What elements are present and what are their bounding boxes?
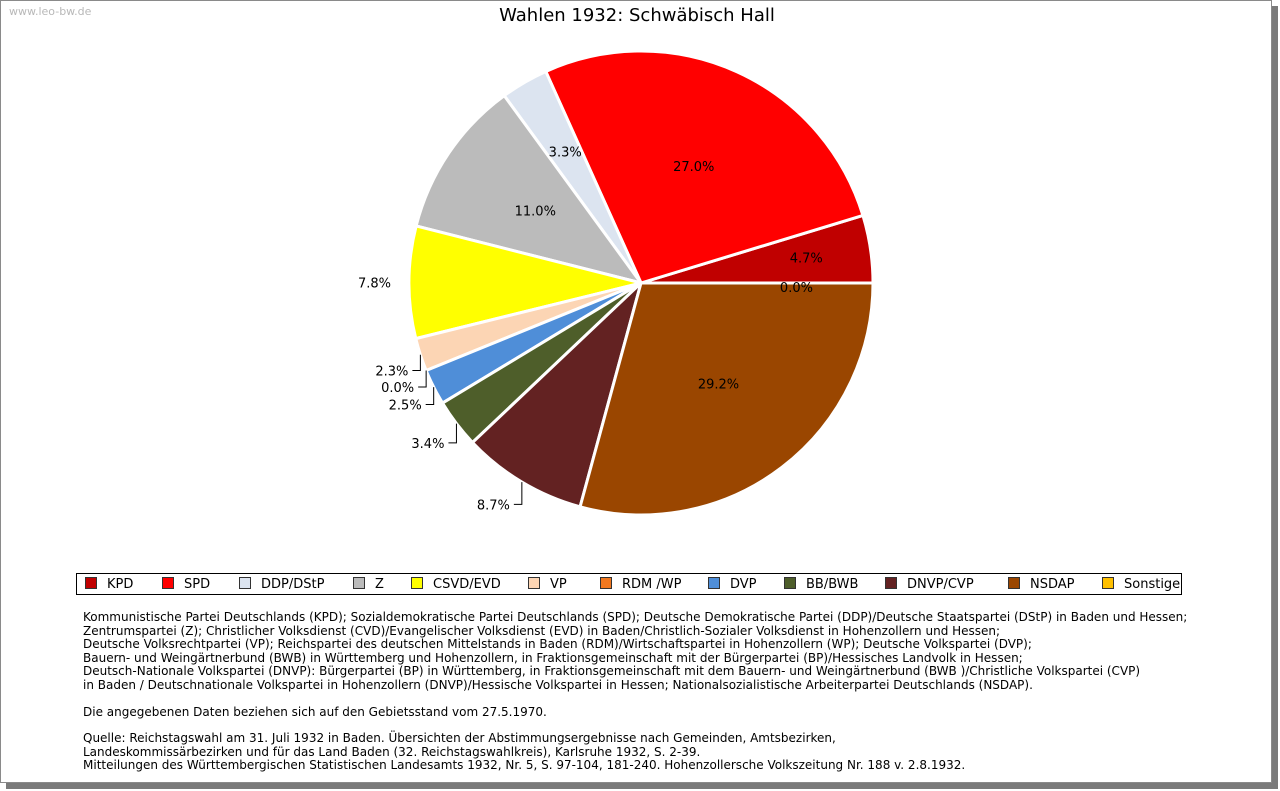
legend-item-csvd-evd: CSVD/EVD	[411, 577, 501, 592]
legend-label-bb-bwb: BB/BWB	[806, 577, 859, 592]
legend-swatch-ddp-dstp	[239, 577, 251, 589]
legend-label-dnvp-cvp: DNVP/CVP	[907, 577, 974, 592]
pie-slice-nsdap	[578, 281, 875, 517]
legend-swatch-kpd	[85, 577, 97, 589]
legend-label-z: Z	[375, 577, 384, 592]
legend-swatch-dnvp-cvp	[885, 577, 897, 589]
chart-title: Wahlen 1932: Schwäbisch Hall	[499, 5, 775, 26]
legend-item-z: Z	[353, 577, 384, 592]
leader-line-rdm-wp	[418, 370, 427, 388]
pie-slice-dnvp-cvp	[471, 281, 643, 509]
leader-line-dnvp-cvp	[513, 482, 523, 505]
legend-swatch-z	[353, 577, 365, 589]
watermark: www.leo-bw.de	[9, 5, 92, 18]
legend-item-ddp-dstp: DDP/DStP	[239, 577, 324, 592]
pie-slice-z	[414, 94, 643, 285]
data-label-nsdap: 29.2%	[698, 377, 739, 392]
legend-item-kpd: KPD	[85, 577, 133, 592]
legend-swatch-csvd-evd	[411, 577, 423, 589]
legend-label-vp: VP	[550, 577, 567, 592]
data-label-bb-bwb: 3.4%	[411, 437, 444, 452]
legend-label-spd: SPD	[184, 577, 211, 592]
leader-line-dvp	[425, 387, 435, 406]
data-label-dvp: 2.5%	[389, 399, 422, 414]
legend-item-vp: VP	[528, 577, 567, 592]
data-label-kpd: 4.7%	[790, 251, 823, 266]
legend-item-spd: SPD	[162, 577, 210, 592]
legend-item-dnvp-cvp: DNVP/CVP	[885, 577, 974, 592]
pie-chart: 4.7% 27.0% 3.3% 11.0% 29.2% 0.0% 7.8% 2.3% 0.0% 2…	[358, 49, 875, 517]
legend-label-dvp: DVP	[730, 577, 757, 592]
pie-slice-csvd-evd	[407, 224, 643, 341]
legend-swatch-nsdap	[1008, 577, 1020, 589]
legend-label-nsdap: NSDAP	[1030, 577, 1075, 592]
source-notes: Kommunistische Partei Deutschlands (KPD)…	[83, 610, 1223, 773]
legend-item-bb-bwb: BB/BWB	[784, 577, 858, 592]
legend-item-sonstige: Sonstige	[1102, 577, 1180, 592]
pie-slice-spd	[544, 49, 865, 285]
data-label-vp: 2.3%	[375, 364, 408, 379]
legend-item-rdm-wp: RDM /WP	[600, 577, 681, 592]
legend-item-dvp: DVP	[708, 577, 757, 592]
legend-swatch-spd	[162, 577, 174, 589]
data-label-dnvp-cvp: 8.7%	[477, 498, 510, 513]
territory-note: Die angegebenen Daten beziehen sich auf …	[83, 704, 547, 719]
data-label-spd: 27.0%	[673, 160, 714, 175]
legend: KPD SPD DDP/DStP Z CSVD/EVD VP RDM /WP DVP BB/BW…	[76, 573, 1182, 595]
leader-line-bb-bwb	[448, 423, 457, 444]
legend-swatch-vp	[528, 577, 540, 589]
data-label-csvd-evd: 7.8%	[358, 276, 391, 291]
legend-swatch-rdm-wp	[600, 577, 612, 589]
leader-line-vp	[412, 354, 421, 371]
party-definitions: Kommunistische Partei Deutschlands (KPD)…	[83, 610, 1188, 692]
legend-label-csvd-evd: CSVD/EVD	[433, 577, 501, 592]
data-label-sonstige: 0.0%	[780, 281, 813, 296]
legend-swatch-dvp	[708, 577, 720, 589]
data-label-rdm-wp: 0.0%	[381, 381, 414, 396]
legend-label-rdm-wp: RDM /WP	[622, 577, 682, 592]
legend-swatch-bb-bwb	[784, 577, 796, 589]
legend-label-kpd: KPD	[107, 577, 134, 592]
legend-item-nsdap: NSDAP	[1008, 577, 1075, 592]
source-citation: Quelle: Reichstagswahl am 31. Juli 1932 …	[83, 731, 966, 773]
legend-label-ddp-dstp: DDP/DStP	[261, 577, 325, 592]
legend-swatch-sonstige	[1102, 577, 1114, 589]
legend-label-sonstige: Sonstige	[1124, 577, 1181, 592]
data-label-ddp-dstp: 3.3%	[549, 146, 582, 161]
data-label-z: 11.0%	[515, 205, 556, 220]
